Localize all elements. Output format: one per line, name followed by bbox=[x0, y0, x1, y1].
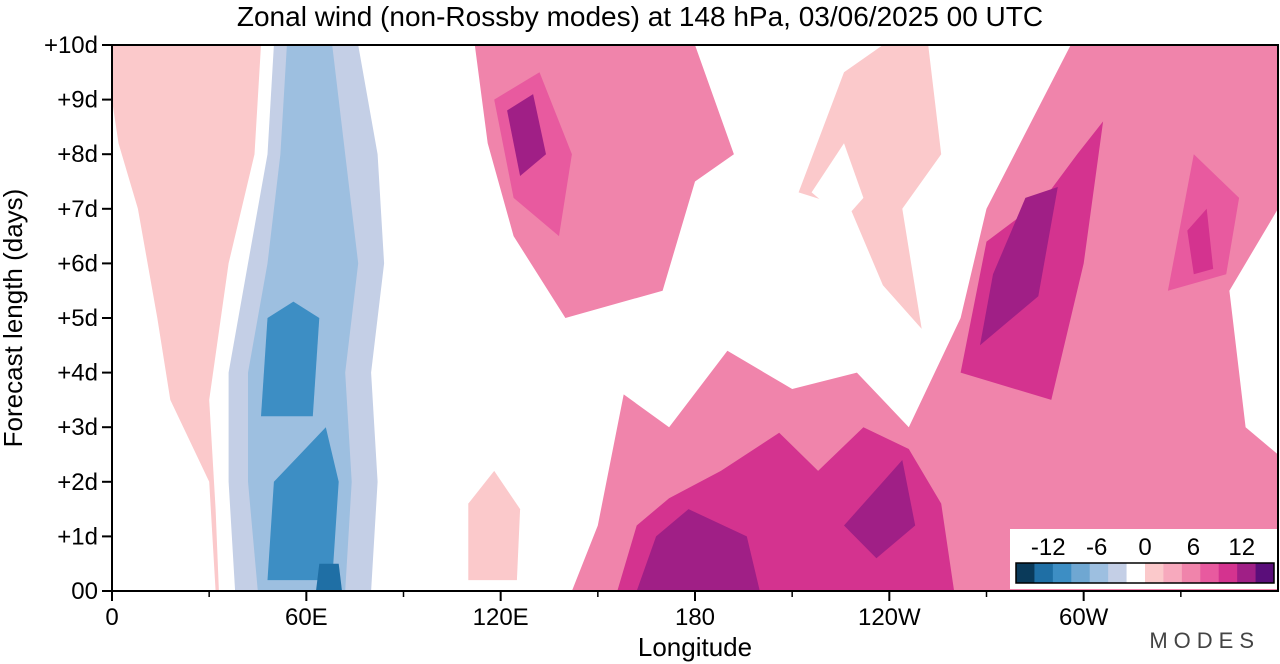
colorbar-cell bbox=[1163, 563, 1183, 583]
heatmap-regions bbox=[112, 45, 1278, 591]
y-tick-label: 00 bbox=[71, 578, 98, 605]
colorbar-tick-label: 6 bbox=[1187, 534, 1200, 561]
heatmap-region-negative-secondary-lobe bbox=[468, 470, 521, 581]
y-tick-label: +7d bbox=[57, 196, 98, 223]
heatmap-region-negative-core-3 bbox=[316, 563, 342, 591]
colorbar-frame bbox=[1015, 562, 1275, 584]
colorbar: -12 -6 0 6 12 bbox=[1010, 529, 1280, 589]
y-tick-label: +6d bbox=[57, 250, 98, 277]
colorbar-cell bbox=[1016, 563, 1035, 583]
y-tick-label: +2d bbox=[57, 469, 98, 496]
heatmap-region-positive-pacific-core bbox=[636, 509, 760, 591]
colorbar-cell bbox=[1200, 563, 1220, 583]
colorbar-tick-label: -12 bbox=[1031, 534, 1066, 561]
x-tick-label: 60E bbox=[285, 604, 328, 631]
x-tick-label: 60W bbox=[1059, 604, 1109, 631]
heatmap-region-positive-asia-core bbox=[507, 94, 546, 176]
modes-brand-logo: MODES bbox=[1149, 628, 1260, 653]
y-tick-label: +3d bbox=[57, 414, 98, 441]
colorbar-cell bbox=[1052, 563, 1072, 583]
y-tick-label: +9d bbox=[57, 87, 98, 114]
y-tick-label: +10d bbox=[44, 32, 98, 59]
colorbar-cell bbox=[1089, 563, 1109, 583]
x-tick-label: 120E bbox=[473, 604, 529, 631]
x-tick-label: 120W bbox=[858, 604, 921, 631]
heatmap-region-positive-atlantic-core bbox=[980, 187, 1058, 346]
y-tick-label: +4d bbox=[57, 360, 98, 387]
colorbar-cell bbox=[1126, 563, 1146, 583]
colorbar-cell bbox=[1034, 563, 1054, 583]
heatmap-region-negative-npac-core bbox=[811, 143, 864, 220]
colorbar-cell bbox=[1071, 563, 1091, 583]
heatmap-region-negative-core-2 bbox=[261, 301, 320, 417]
colorbar-tick-label: 0 bbox=[1138, 534, 1151, 561]
x-tick-label: 180 bbox=[675, 604, 715, 631]
colorbar-cell bbox=[1145, 563, 1164, 583]
heatmap-region-positive-far-east-core bbox=[1187, 208, 1214, 275]
heatmap-region-negative-northeast-pacific bbox=[798, 45, 942, 329]
chart-title: Zonal wind (non-Rossby modes) at 148 hPa… bbox=[236, 1, 1044, 32]
heatmap-region-negative-core-1 bbox=[267, 427, 339, 581]
x-tick-label: 0 bbox=[105, 604, 118, 631]
y-tick-label: +5d bbox=[57, 305, 98, 332]
colorbar-cell bbox=[1237, 563, 1257, 583]
x-axis-title: Longitude bbox=[638, 632, 752, 662]
heatmap-region-positive-east-core bbox=[844, 460, 916, 559]
colorbar-cell bbox=[1255, 563, 1275, 583]
y-tick-label: +8d bbox=[57, 141, 98, 168]
axes: 0 60E 120E 180 120W 60W 00 +1d +2d +3d +4d +5d +6d +7… bbox=[44, 32, 1182, 631]
colorbar-tick-label: -6 bbox=[1086, 534, 1107, 561]
colorbar-cell bbox=[1108, 563, 1128, 583]
colorbar-tick-label: 12 bbox=[1228, 534, 1255, 561]
colorbar-cell bbox=[1218, 563, 1238, 583]
y-axis-title: Forecast length (days) bbox=[0, 189, 28, 448]
colorbar-cell bbox=[1181, 563, 1201, 583]
y-tick-label: +1d bbox=[57, 523, 98, 550]
